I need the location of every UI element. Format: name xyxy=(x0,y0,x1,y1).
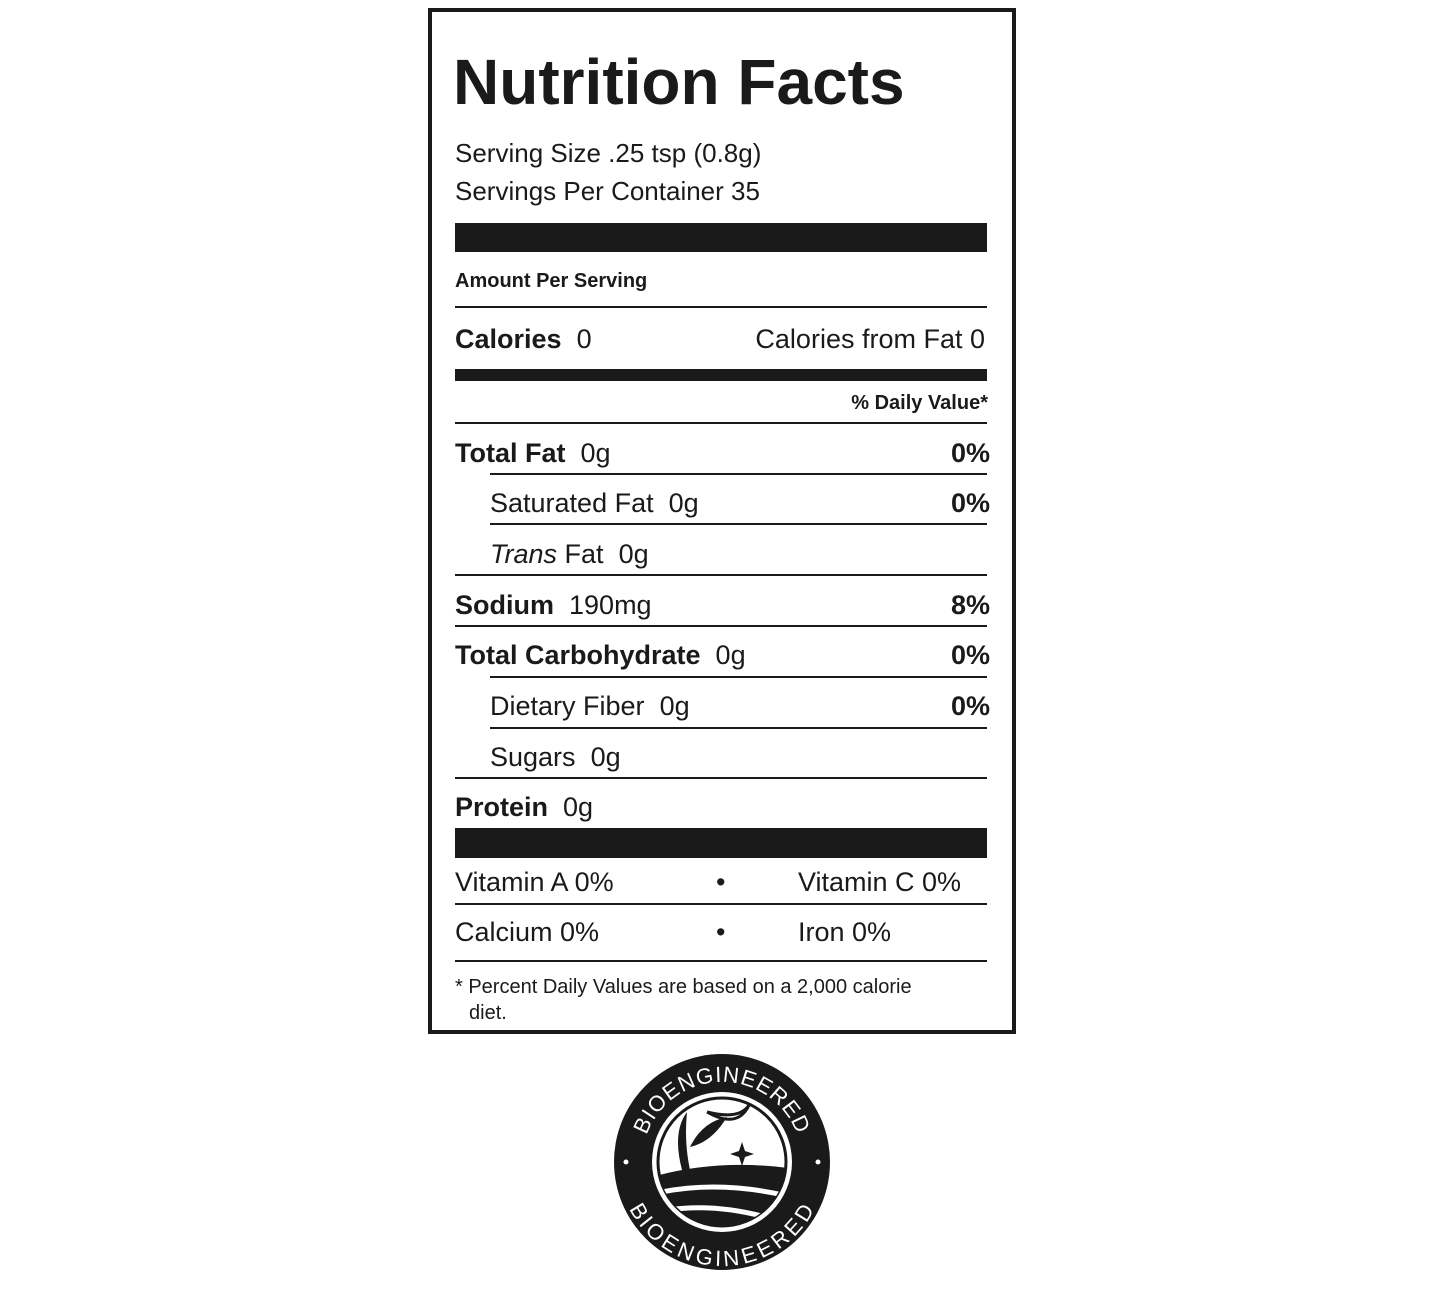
divider xyxy=(490,473,987,475)
iron: Iron 0% xyxy=(798,917,892,947)
nutrient-label: Total Carbohydrate xyxy=(455,640,701,670)
bioengineered-seal-logo: BIOENGINEERED BIOENGINEERED xyxy=(614,1054,830,1271)
divider xyxy=(455,574,987,576)
serving-size: Serving Size .25 tsp (0.8g) xyxy=(455,138,762,168)
bullet-separator: • xyxy=(716,867,726,897)
calories-from-fat: Calories from Fat 0 xyxy=(755,324,985,354)
saturated-fat-dv: 0% xyxy=(950,488,990,518)
calories-value: 0 xyxy=(576,324,592,354)
divider xyxy=(455,306,987,308)
total-fat-dv: 0% xyxy=(950,438,990,468)
total-carbohydrate-dv: 0% xyxy=(950,640,990,670)
divider xyxy=(455,625,987,627)
nutrient-amount: 0g xyxy=(580,438,611,468)
vitamin-a: Vitamin A 0% xyxy=(455,867,614,897)
sodium-dv: 8% xyxy=(950,590,990,620)
bullet-separator: • xyxy=(716,917,726,947)
total-fat-row: Total Fat 0g xyxy=(455,440,611,467)
dietary-fiber-dv: 0% xyxy=(950,691,990,721)
sodium-row: Sodium 190mg xyxy=(455,592,652,619)
vitamin-c: Vitamin C 0% xyxy=(798,867,962,897)
dietary-fiber-row: Dietary Fiber 0g xyxy=(490,693,690,720)
nutrient-amount: 0g xyxy=(618,539,649,569)
nutrient-amount: 0g xyxy=(563,792,594,822)
medium-divider xyxy=(455,369,987,381)
amount-per-serving: Amount Per Serving xyxy=(455,270,648,292)
nutrition-facts-panel xyxy=(428,8,1016,1034)
divider xyxy=(490,523,987,525)
nutrient-label: Saturated Fat xyxy=(490,488,654,518)
calories: Calories 0 xyxy=(455,326,592,353)
nutrient-label: Sugars xyxy=(490,742,576,772)
divider xyxy=(455,422,987,424)
divider xyxy=(490,727,987,729)
trans-fat-row: Trans Fat 0g xyxy=(490,541,649,568)
nutrient-label: Sodium xyxy=(455,590,554,620)
nutrient-amount: 0g xyxy=(590,742,621,772)
nutrient-label: Fat xyxy=(564,539,604,569)
divider xyxy=(490,676,987,678)
nutrient-amount: 0g xyxy=(659,691,690,721)
nutrient-label: Dietary Fiber xyxy=(490,691,645,721)
footnote-line-1: * Percent Daily Values are based on a 2,… xyxy=(455,976,912,998)
calcium: Calcium 0% xyxy=(455,917,600,947)
footnote-line-2: diet. xyxy=(469,1002,507,1024)
divider xyxy=(455,777,987,779)
thick-divider xyxy=(455,828,987,858)
nutrient-label-italic: Trans xyxy=(490,539,558,569)
sugars-row: Sugars 0g xyxy=(490,744,621,771)
calories-label: Calories xyxy=(455,324,562,354)
nutrient-label: Total Fat xyxy=(455,438,566,468)
divider xyxy=(455,903,987,905)
nutrient-amount: 190mg xyxy=(569,590,652,620)
saturated-fat-row: Saturated Fat 0g xyxy=(490,490,699,517)
nutrient-label: Protein xyxy=(455,792,549,822)
nutrient-amount: 0g xyxy=(668,488,699,518)
divider xyxy=(455,960,987,962)
daily-value-header: % Daily Value* xyxy=(851,392,988,414)
protein-row: Protein 0g xyxy=(455,794,593,821)
thick-divider xyxy=(455,223,987,252)
nutrient-amount: 0g xyxy=(715,640,746,670)
title: Nutrition Facts xyxy=(453,46,905,118)
servings-per-container: Servings Per Container 35 xyxy=(455,176,760,206)
total-carbohydrate-row: Total Carbohydrate 0g xyxy=(455,642,746,669)
